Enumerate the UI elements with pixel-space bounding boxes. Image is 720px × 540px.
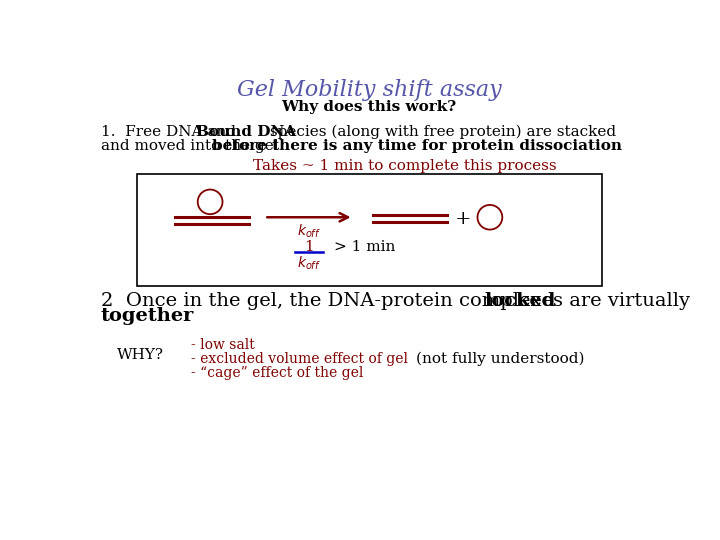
Text: and moved into the gel: and moved into the gel <box>101 139 284 153</box>
Text: +: + <box>455 210 472 228</box>
Text: $k_{off}$: $k_{off}$ <box>297 222 320 240</box>
Text: (not fully understood): (not fully understood) <box>415 352 584 367</box>
Text: 2  Once in the gel, the DNA-protein complexes are virtually: 2 Once in the gel, the DNA-protein compl… <box>101 292 696 310</box>
Text: > 1 min: > 1 min <box>334 240 395 254</box>
Text: - excluded volume effect of gel: - excluded volume effect of gel <box>191 352 408 366</box>
Text: 1.  Free DNA and: 1. Free DNA and <box>101 125 240 139</box>
Text: locked: locked <box>485 292 556 310</box>
Text: Takes ~ 1 min to complete this process: Takes ~ 1 min to complete this process <box>253 159 557 173</box>
Text: - “cage” effect of the gel: - “cage” effect of the gel <box>191 366 363 380</box>
Text: - low salt: - low salt <box>191 338 254 352</box>
Text: together: together <box>101 307 194 325</box>
Text: Why does this work?: Why does this work? <box>282 100 456 114</box>
Text: $k_{off}$: $k_{off}$ <box>297 254 320 272</box>
Text: 1: 1 <box>304 240 313 254</box>
Bar <box>137 174 601 286</box>
Text: Bound DNA: Bound DNA <box>196 125 297 139</box>
Text: before there is any time for protein dissociation: before there is any time for protein dis… <box>212 139 623 153</box>
Text: species (along with free protein) are stacked: species (along with free protein) are st… <box>265 125 616 139</box>
Text: Gel Mobility shift assay: Gel Mobility shift assay <box>237 79 501 100</box>
Text: WHY?: WHY? <box>117 348 164 362</box>
